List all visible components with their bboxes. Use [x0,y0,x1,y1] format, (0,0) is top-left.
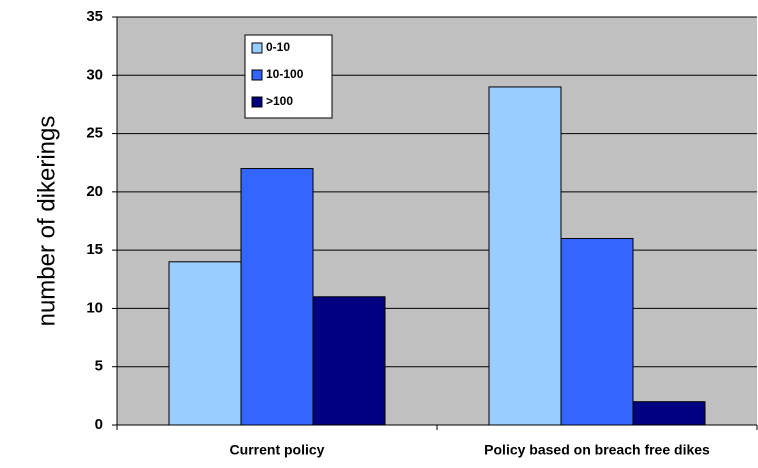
legend-label: 0-10 [266,40,290,54]
y-tick-label: 5 [95,358,103,375]
y-tick-labels: 0 5 10 15 20 25 30 35 [86,8,103,433]
y-axis-label: number of dikerings [33,116,60,327]
y-tick-label: 30 [86,66,103,83]
bar-current-policy-series-3 [312,296,386,426]
bar-current-policy-series-2 [240,168,314,426]
y-tick-label: 10 [86,299,103,316]
legend: 0-10 10-100 >100 [244,34,333,119]
y-tick-label: 15 [86,241,103,258]
bar-breach-free-dikes-series-1 [488,86,562,426]
y-tick-label: 20 [86,183,103,200]
y-tick-label: 25 [86,125,103,142]
bar-breach-free-dikes-series-2 [560,237,634,426]
category-label: Policy based on breach free dikes [484,442,710,458]
category-label: Current policy [230,442,325,458]
bar-current-policy-series-1 [168,261,242,426]
legend-swatch [251,69,263,81]
bar-breach-free-dikes-series-3 [632,401,706,426]
legend-swatch [251,42,263,54]
category-labels: Current policy Policy based on breach fre… [230,442,710,458]
y-tick-label: 0 [95,416,103,433]
y-tick-label: 35 [86,8,103,25]
legend-swatch [251,96,263,108]
axes [112,16,758,430]
legend-label: >100 [266,94,293,108]
legend-label: 10-100 [266,67,304,81]
